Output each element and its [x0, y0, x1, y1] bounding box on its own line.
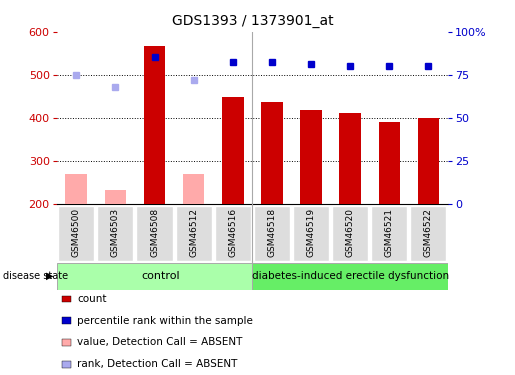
FancyBboxPatch shape: [332, 206, 368, 261]
Bar: [105, 190, 126, 204]
Text: percentile rank within the sample: percentile rank within the sample: [77, 316, 253, 326]
Text: GSM46503: GSM46503: [111, 208, 120, 257]
Bar: [379, 122, 400, 204]
Bar: [183, 174, 204, 204]
Text: GSM46512: GSM46512: [189, 208, 198, 257]
Text: GSM46521: GSM46521: [385, 208, 394, 257]
Text: GSM46520: GSM46520: [346, 208, 355, 257]
Text: value, Detection Call = ABSENT: value, Detection Call = ABSENT: [77, 338, 243, 347]
FancyBboxPatch shape: [254, 206, 290, 261]
Bar: [339, 112, 361, 204]
Text: disease state: disease state: [3, 271, 67, 281]
Bar: [222, 97, 244, 204]
Text: GSM46518: GSM46518: [267, 208, 277, 257]
Text: control: control: [141, 271, 180, 281]
Text: diabetes-induced erectile dysfunction: diabetes-induced erectile dysfunction: [252, 271, 449, 281]
Bar: [144, 46, 165, 204]
FancyBboxPatch shape: [58, 206, 94, 261]
FancyBboxPatch shape: [410, 206, 447, 261]
Text: count: count: [77, 294, 107, 304]
Text: GSM46516: GSM46516: [228, 208, 237, 257]
Bar: [418, 118, 439, 204]
Title: GDS1393 / 1373901_at: GDS1393 / 1373901_at: [171, 14, 333, 28]
Text: GSM46519: GSM46519: [306, 208, 316, 257]
Bar: [261, 102, 283, 204]
FancyBboxPatch shape: [371, 206, 407, 261]
Text: GSM46508: GSM46508: [150, 208, 159, 257]
FancyBboxPatch shape: [97, 206, 133, 261]
FancyBboxPatch shape: [252, 262, 448, 290]
Text: GSM46522: GSM46522: [424, 208, 433, 257]
FancyBboxPatch shape: [176, 206, 212, 261]
FancyBboxPatch shape: [215, 206, 251, 261]
FancyBboxPatch shape: [136, 206, 173, 261]
FancyBboxPatch shape: [57, 262, 252, 290]
Bar: [65, 174, 87, 204]
Text: ▶: ▶: [46, 271, 54, 281]
Text: GSM46500: GSM46500: [72, 208, 81, 257]
FancyBboxPatch shape: [293, 206, 329, 261]
Bar: [300, 110, 322, 204]
Text: rank, Detection Call = ABSENT: rank, Detection Call = ABSENT: [77, 359, 237, 369]
